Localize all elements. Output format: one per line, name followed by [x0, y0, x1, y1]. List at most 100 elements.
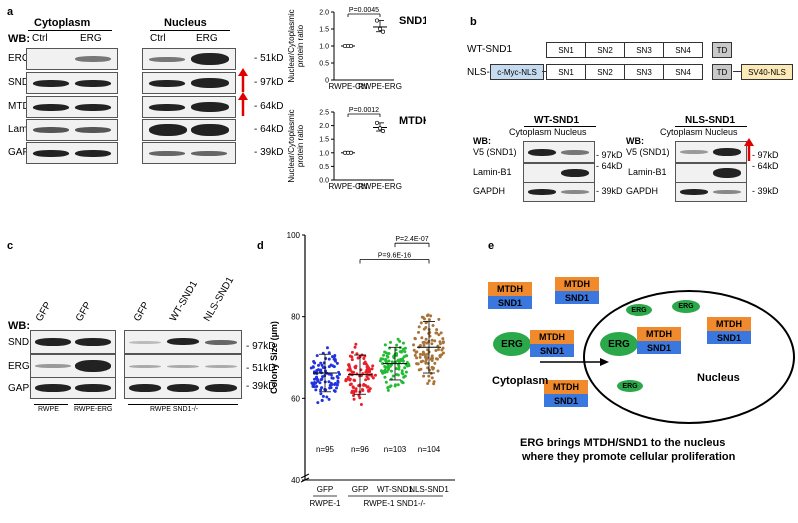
y-tick-label: 60	[291, 394, 300, 403]
blot-wt-v5	[523, 141, 595, 163]
data-point	[377, 126, 383, 131]
colony-data-point	[440, 348, 444, 352]
domain-sn1: SN1	[546, 64, 586, 80]
n-label: n=104	[418, 445, 441, 454]
colony-data-point	[329, 373, 333, 377]
lane-erg-cyto: ERG	[80, 33, 102, 44]
erg-oval: ERG	[626, 304, 652, 316]
domain-sn2: SN2	[585, 42, 625, 58]
colony-data-point	[383, 375, 387, 379]
colony-data-point	[438, 355, 442, 359]
lane-label-c: GFP	[74, 300, 94, 324]
mtdh-box: MTDH	[544, 380, 588, 394]
p-value: P=9.6E-16	[378, 253, 411, 260]
p-value: P=0.0012	[349, 107, 379, 114]
lane-erg-nuc: ERG	[196, 33, 218, 44]
blot-c-snd1-right	[124, 330, 242, 354]
colony-data-point	[393, 383, 397, 387]
blot-wt-title: WT-SND1	[534, 115, 579, 126]
colony-data-point	[327, 380, 331, 384]
colony-data-point	[325, 346, 329, 350]
colony-data-point	[333, 389, 337, 393]
blot-a-size: - 51kD	[254, 53, 284, 64]
colony-data-point	[415, 350, 419, 354]
mtdh-box: MTDH	[707, 317, 751, 331]
colony-data-point	[424, 361, 428, 365]
blot-c-gapdh-left	[30, 377, 116, 399]
domain-sn4: SN4	[663, 64, 703, 80]
group-line-c	[128, 404, 238, 405]
colony-data-point	[431, 366, 435, 370]
colony-data-point	[431, 356, 435, 360]
y-axis-label-line: protein ratio	[296, 24, 305, 67]
colony-data-point	[437, 347, 441, 351]
colony-data-point	[440, 353, 444, 357]
colony-data-point	[402, 355, 406, 359]
blot-a-size: - 64kD	[254, 124, 284, 135]
colony-data-point	[394, 367, 398, 371]
group-label-c: RWPE-ERG	[74, 406, 113, 413]
colony-data-point	[424, 358, 428, 362]
colony-data-point	[388, 340, 392, 344]
colony-data-point	[314, 381, 318, 385]
colony-data-point	[316, 379, 320, 383]
colony-data-point	[346, 363, 350, 367]
colony-data-point	[315, 375, 319, 379]
group-label: RWPE-1 SND1-/-	[363, 499, 425, 508]
colony-data-point	[420, 336, 424, 340]
colony-data-point	[396, 337, 400, 341]
colony-data-point	[430, 342, 434, 346]
colony-data-point	[426, 348, 430, 352]
caption-line-2: where they promote cellular proliferatio…	[522, 451, 736, 463]
colony-data-point	[315, 369, 319, 373]
colony-data-point	[441, 341, 445, 345]
colony-data-point	[384, 358, 388, 362]
colony-data-point	[350, 350, 354, 354]
colony-data-point	[441, 351, 445, 355]
colony-data-point	[438, 340, 442, 344]
colony-data-point	[329, 363, 333, 367]
domain-td: TD	[712, 64, 732, 80]
blot-c-size: - 39kD	[246, 381, 276, 392]
domain-sn3: SN3	[624, 42, 664, 58]
x-tick-label: WT-SND1	[377, 485, 414, 494]
colony-data-point	[383, 343, 387, 347]
colony-data-point	[355, 352, 359, 356]
colony-data-point	[398, 350, 402, 354]
colony-data-point	[352, 370, 356, 374]
erg-oval: ERG	[617, 380, 643, 392]
colony-data-point	[422, 317, 426, 321]
lane-label-c: GFP	[34, 300, 54, 324]
colony-data-point	[429, 371, 433, 375]
colony-data-point	[318, 370, 322, 374]
colony-data-point	[348, 377, 352, 381]
red-up-arrows	[238, 68, 248, 116]
y-tick-label: 1.5	[319, 137, 329, 144]
colony-data-point	[426, 366, 430, 370]
colony-data-point	[363, 383, 367, 387]
blot-c-row-label: ERG	[8, 361, 30, 372]
colony-data-point	[350, 358, 354, 362]
x-tick-label: NLS-SND1	[409, 485, 449, 494]
domain-sn2: SN2	[585, 64, 625, 80]
y-tick-label: 1.0	[319, 44, 329, 51]
lane-ctrl-cyto: Ctrl	[32, 33, 48, 44]
blot-nls-size: - 39kD	[752, 186, 779, 196]
lane-label-c: GFP	[132, 300, 152, 324]
lane-label-c: WT-SND1	[168, 279, 201, 324]
blot-a-row-label: MTDH	[8, 101, 37, 112]
colony-data-point	[362, 356, 366, 360]
y-tick-label: 0.5	[319, 164, 329, 171]
lane-ctrl-nuc: Ctrl	[150, 33, 166, 44]
colony-data-point	[311, 365, 315, 369]
colony-data-point	[431, 324, 435, 328]
panel-b-letter: b	[470, 16, 477, 28]
red-up-arrow-b	[744, 138, 754, 161]
colony-data-point	[384, 380, 388, 384]
mtdh-box: MTDH	[555, 277, 599, 291]
colony-data-point	[417, 368, 421, 372]
colony-data-point	[401, 341, 405, 345]
data-point	[374, 120, 380, 125]
colony-data-point	[388, 385, 392, 389]
colony-data-point	[412, 343, 416, 347]
